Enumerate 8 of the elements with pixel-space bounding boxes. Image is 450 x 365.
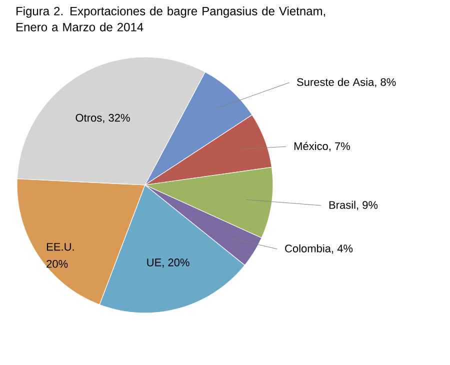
slice-label: EE.U. 20%: [46, 243, 74, 268]
chart-title: Figura 2. Exportaciones de bagre Pangasius de Vietnam, Enero a Marzo de 2014: [16, 6, 326, 32]
slice-label: Otros, 32%: [76, 114, 130, 123]
slice-label: Brasil, 9%: [329, 200, 378, 210]
slice-label: UE, 20%: [147, 258, 190, 268]
slice-label: México, 7%: [294, 142, 350, 152]
slice-label: Sureste de Asia, 8%: [297, 78, 396, 88]
slice-label: Colombia, 4%: [285, 244, 353, 254]
